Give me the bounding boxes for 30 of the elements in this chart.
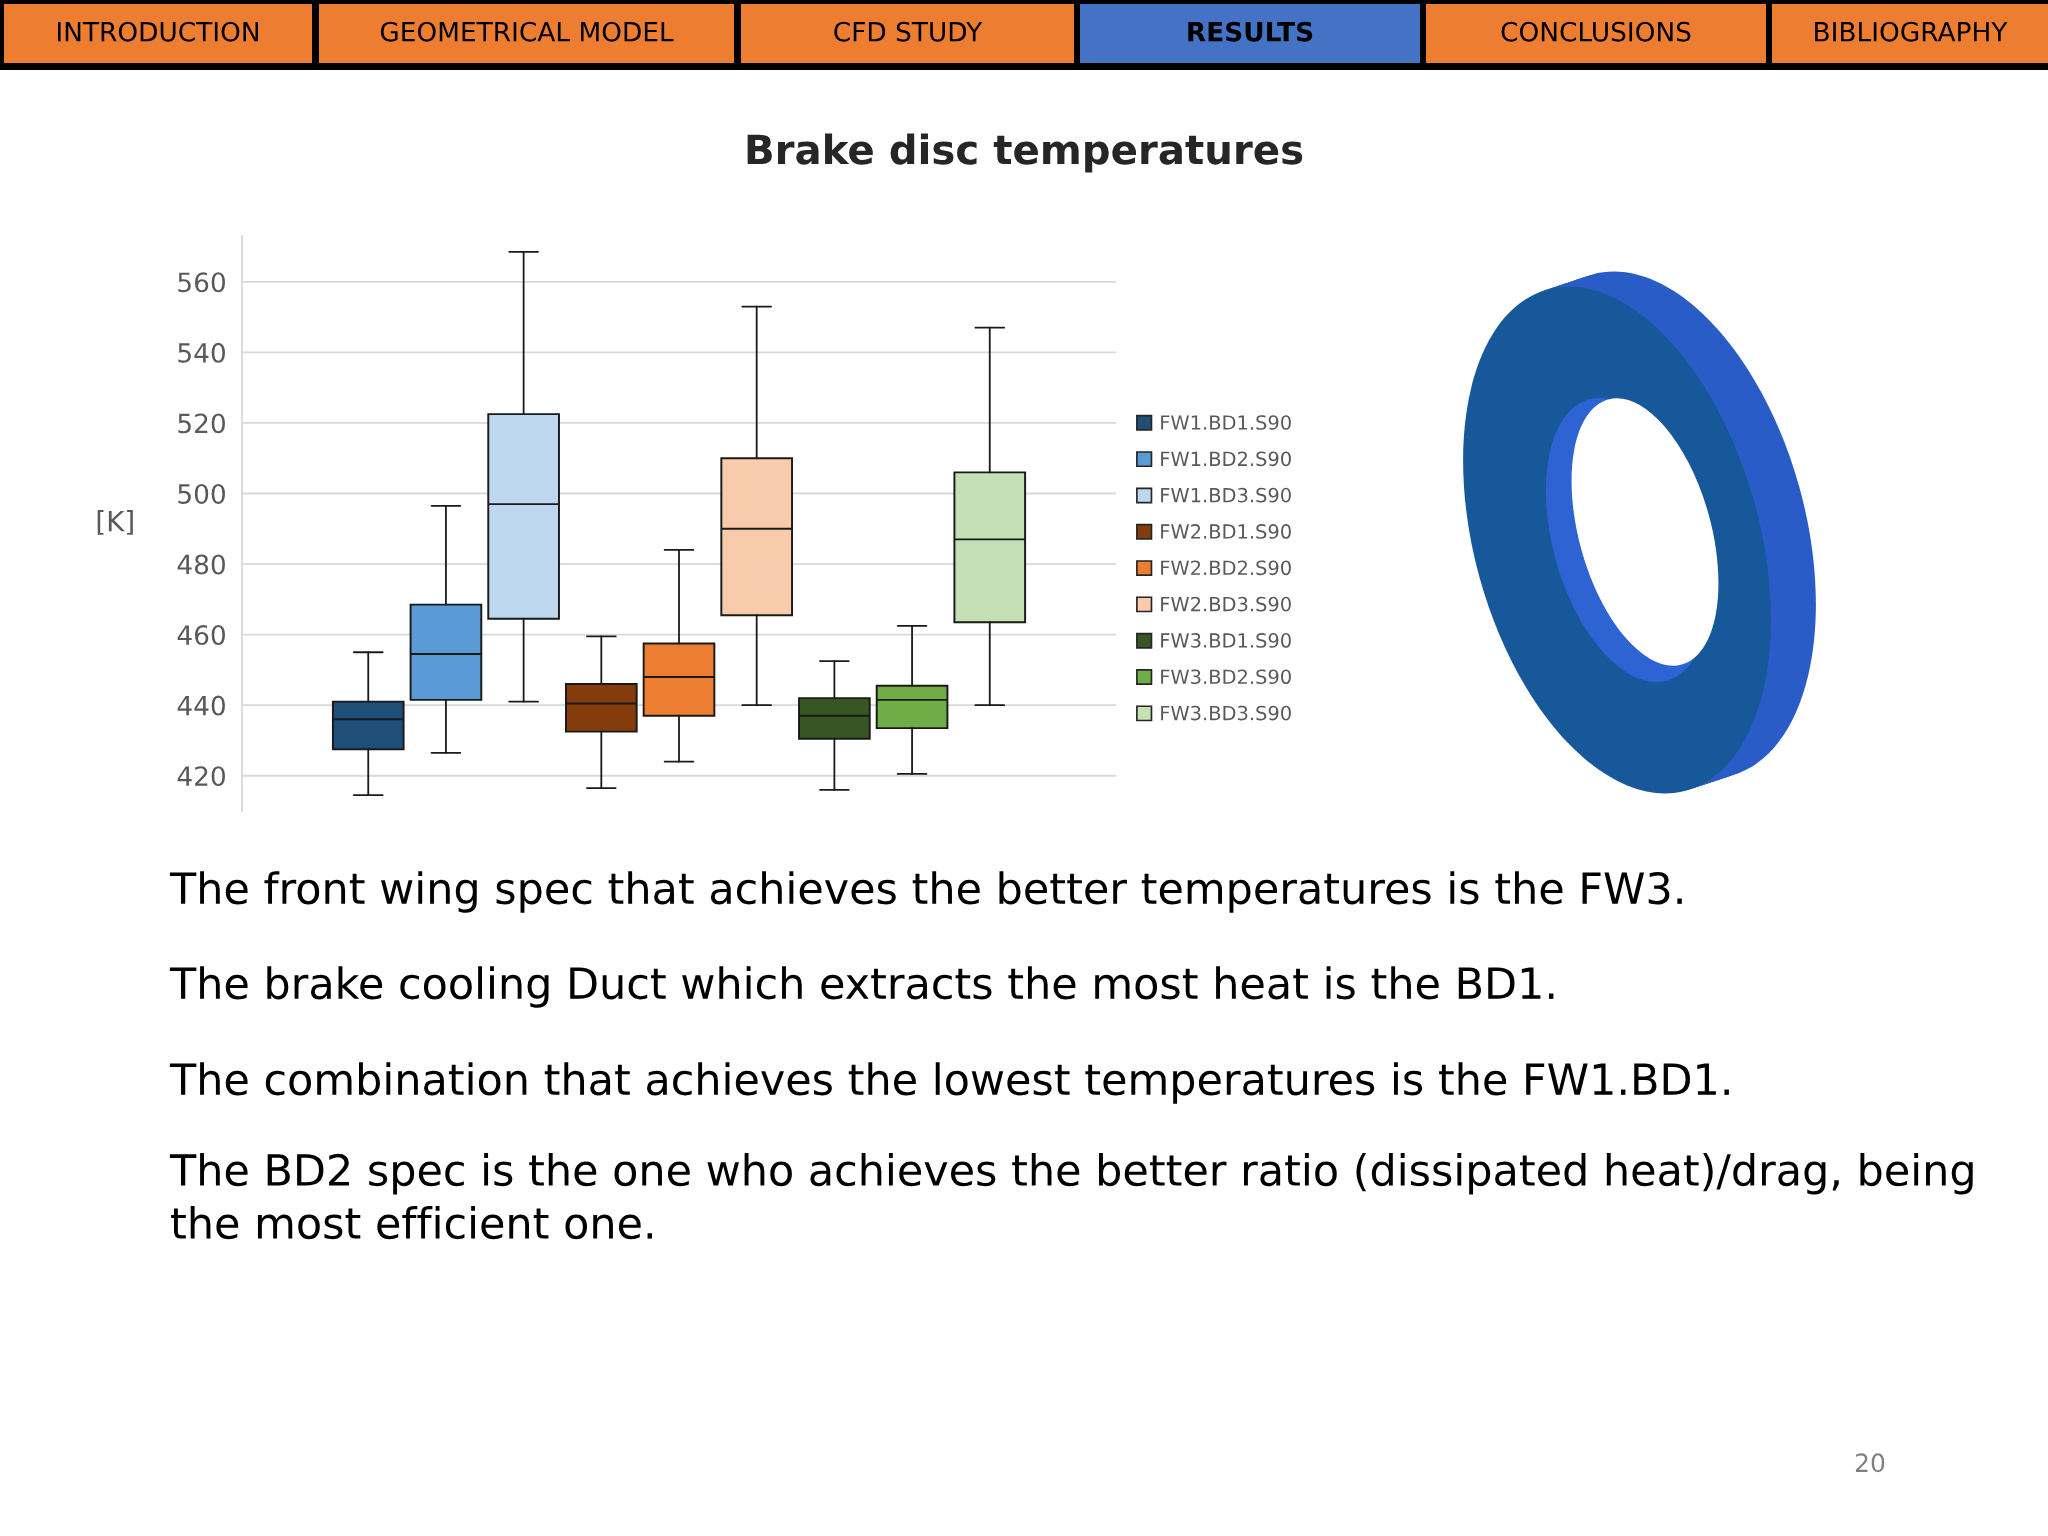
y-tick-label: 560	[178, 272, 225, 293]
legend-label: FW1.BD3.S90	[1161, 487, 1291, 503]
y-axis-title: [K]	[97, 510, 133, 535]
legend-label: FW1.BD1.S90	[1161, 415, 1291, 430]
text: The front wing spec that achieves the better temperatures is the FW3.	[169, 871, 1682, 913]
y-tick-label: 500	[178, 483, 225, 504]
text: INTRODUCTION	[57, 21, 259, 42]
text: The BD2 spec is the one who achieves the better ratio (dissipated heat)/drag, being the most efficient one.	[169, 1153, 1973, 1240]
y-tick-label: 480	[177, 554, 225, 575]
legend-label: FW2.BD3.S90	[1161, 596, 1291, 612]
y-tick-label: 540	[178, 342, 225, 363]
text: RESULTS	[1188, 21, 1313, 42]
text: CFD STUDY	[834, 21, 983, 42]
legend-label: FW3.BD1.S90	[1161, 633, 1291, 648]
legend-label: FW2.BD1.S90	[1161, 524, 1291, 539]
text: BIBLIOGRAPHY	[1815, 21, 2008, 42]
text: 20	[1855, 1453, 1885, 1473]
text: The brake cooling Duct which extracts the most heat is the BD1.	[169, 966, 1554, 1008]
y-tick-label: 420	[177, 766, 225, 787]
y-tick-label: 460	[177, 625, 225, 646]
chart-title: Brake disc temperatures	[747, 133, 1303, 173]
text: GEOMETRICAL MODEL	[380, 21, 674, 42]
legend-label: FW3.BD3.S90	[1161, 705, 1291, 721]
legend-label: FW3.BD2.S90	[1161, 669, 1291, 685]
text: The combination that achieves the lowest temperatures is the FW1.BD1.	[169, 1062, 1729, 1104]
legend-label: FW2.BD2.S90	[1161, 560, 1291, 576]
text: CONCLUSIONS	[1501, 21, 1691, 42]
legend-label: FW1.BD2.S90	[1161, 451, 1291, 467]
y-tick-label: 440	[177, 695, 225, 716]
y-tick-label: 520	[178, 413, 225, 434]
